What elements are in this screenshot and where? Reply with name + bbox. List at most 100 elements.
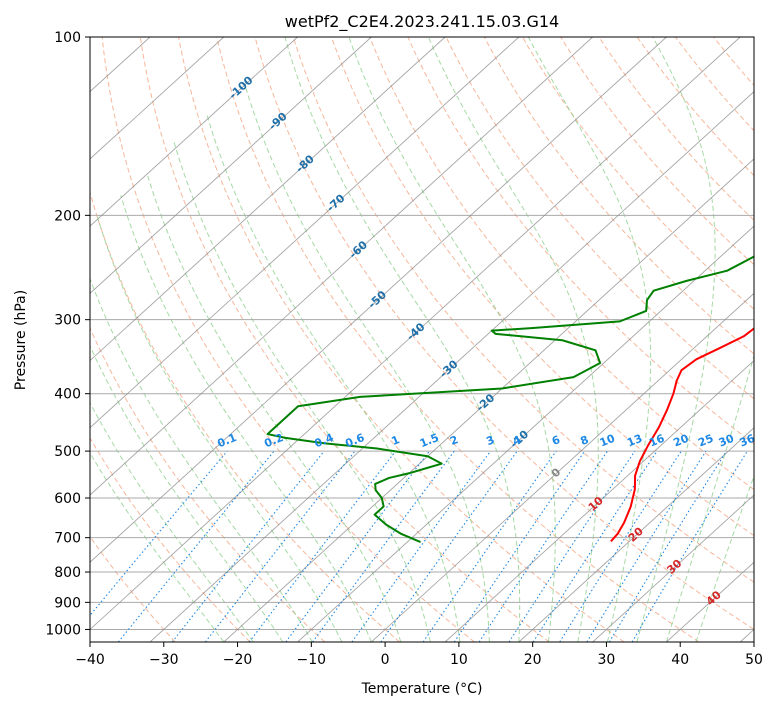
isotherm-line	[371, 292, 754, 642]
moist-adiabat-line	[427, 37, 599, 642]
y-tick-label: 600	[54, 491, 81, 507]
dry-adiabats	[90, 37, 754, 642]
y-tick-label: 400	[54, 387, 81, 403]
isotherm-line	[90, 37, 593, 496]
isotherm-line	[90, 37, 741, 631]
moist-adiabat-line	[348, 37, 556, 642]
plot-frame	[89, 36, 755, 643]
mixing-ratio-label: 8	[579, 433, 591, 448]
mixing-ratio-label: 25	[696, 432, 715, 450]
isotherm-line	[90, 37, 446, 362]
moist-adiabat-line	[527, 37, 652, 642]
isotherm-line	[592, 494, 754, 642]
dry-adiabat-line	[445, 37, 754, 400]
dry-adiabat-line	[216, 37, 700, 642]
dry-adiabat-line	[101, 37, 475, 642]
y-tick-label: 900	[54, 595, 81, 611]
mixing-ratio-line	[380, 450, 518, 642]
mixing-ratio-label: 20	[672, 432, 691, 450]
mixing-ratio-line	[171, 450, 325, 642]
moist-adiabat-line	[96, 215, 343, 642]
moist-adiabat-line	[665, 353, 754, 642]
dry-adiabat-line	[483, 37, 754, 355]
mixing-ratio-line	[422, 450, 557, 642]
dry-adiabat-line	[560, 37, 754, 266]
moist-adiabat-line	[284, 37, 521, 642]
dewpoint-profile-line	[266, 255, 754, 543]
mixing-ratio-line	[608, 450, 728, 642]
dry-adiabat-line	[139, 37, 550, 642]
mixing-ratio-line	[453, 450, 586, 642]
isotherm-line	[90, 37, 520, 429]
x-tick-label: 40	[671, 652, 689, 668]
moist-adiabat-line	[90, 277, 313, 642]
moist-adiabat-line	[695, 474, 754, 642]
x-tick-label: 50	[745, 652, 763, 668]
mixing-ratio-line	[559, 450, 682, 642]
moist-adiabat-line	[146, 173, 402, 642]
x-axis-label: Temperature (°C)	[361, 681, 483, 697]
mixing-ratio-label: 2	[448, 433, 460, 448]
mixing-ratio-label: 1	[390, 433, 402, 448]
y-tick-label: 800	[54, 565, 81, 581]
mixing-ratio-line	[90, 450, 228, 617]
mixing-ratio-line	[248, 450, 397, 642]
mixing-ratio-label: 10	[598, 432, 617, 450]
mixing-ratio-lines	[90, 450, 748, 642]
mixing-ratio-line	[478, 450, 608, 642]
plot-area: -100-90-80-70-60-50-40-30-20-10010203040…	[90, 37, 757, 642]
x-axis-ticks: −40 −30 −20 −10 0 10 20 30 40 50	[75, 642, 763, 668]
moist-adiabat-line	[206, 114, 461, 642]
dry-adiabat-line	[90, 326, 326, 642]
isotherm-line	[518, 427, 754, 642]
isotherm-line	[444, 359, 754, 642]
isotherm-line	[90, 37, 372, 294]
mixing-ratio-line	[312, 450, 455, 642]
dry-adiabat-line	[178, 37, 625, 642]
mixing-ratio-label: 3	[484, 433, 496, 448]
chart-title: wetPf2_C2E4.2023.241.15.03.G14	[285, 12, 559, 32]
moist-adiabat-line	[90, 451, 225, 642]
mixing-ratio-label: 36	[738, 432, 757, 450]
dry-adiabat-line	[254, 37, 754, 631]
x-tick-label: −10	[297, 652, 327, 668]
y-tick-label: 1000	[45, 622, 81, 638]
x-tick-label: −20	[223, 652, 253, 668]
mixing-ratio-line	[532, 450, 658, 642]
y-tick-label: 300	[54, 313, 81, 329]
moist-adiabat-line	[120, 195, 372, 642]
mixing-ratio-line	[285, 450, 430, 642]
y-tick-label: 100	[54, 30, 81, 46]
isotherm-line	[90, 37, 667, 563]
isotherm-line	[90, 37, 298, 227]
mixing-ratio-line	[508, 450, 636, 642]
x-tick-label: 30	[598, 652, 616, 668]
mixing-ratio-label: 13	[625, 432, 644, 450]
x-tick-label: −40	[75, 652, 105, 668]
y-axis-ticks: 100 200 300 400 500 600 700 800 900 1000	[45, 30, 90, 638]
moist-adiabat-line	[90, 401, 254, 642]
x-tick-label: 0	[381, 652, 390, 668]
y-tick-label: 700	[54, 531, 81, 547]
mixing-ratio-label: 16	[647, 432, 666, 450]
x-tick-label: 20	[524, 652, 542, 668]
dry-adiabat-line	[407, 37, 754, 445]
profile-series	[266, 255, 754, 543]
y-axis-label: Pressure (hPa)	[13, 290, 29, 390]
dry-adiabat-line	[636, 37, 754, 177]
mixing-ratio-label: 30	[717, 432, 736, 450]
dry-adiabat-line	[369, 37, 754, 491]
dry-adiabat-line	[90, 436, 251, 642]
temperature-profile-line	[610, 327, 754, 542]
mixing-ratio-line	[117, 450, 275, 642]
mixing-ratio-line	[351, 450, 492, 642]
y-tick-label: 200	[54, 208, 81, 224]
moist-adiabat-line	[244, 83, 490, 642]
dry-adiabat-line	[90, 190, 400, 642]
isotherm-line	[297, 225, 754, 642]
x-tick-label: 10	[450, 652, 468, 668]
isotherm-line	[90, 37, 225, 160]
x-tick-label: −30	[149, 652, 179, 668]
